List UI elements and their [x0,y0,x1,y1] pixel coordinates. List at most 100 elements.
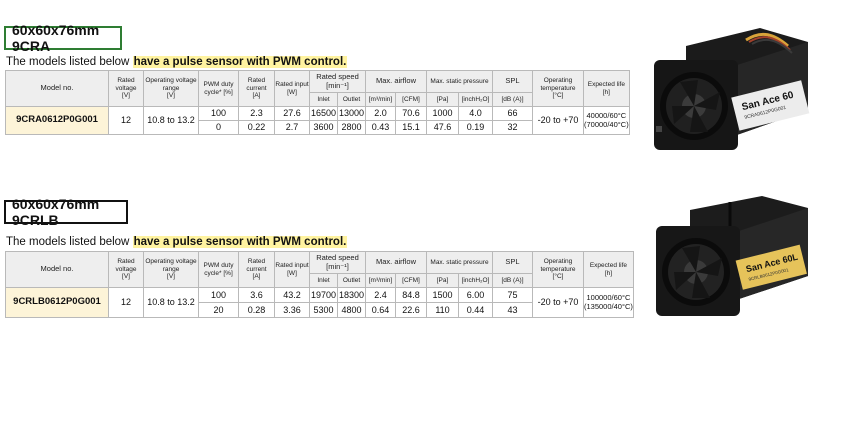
input-value: 2.7 [274,120,310,135]
fan-product-image: San Ace 60 9CRA0612P0G001 [654,28,810,150]
spl-value: 66 [492,106,533,121]
pressure-inh2o-value: 0.19 [458,120,493,135]
airflow-m3-value: 2.4 [365,287,396,303]
current-value: 0.22 [238,120,275,135]
outlet-speed-value: 4800 [337,302,366,318]
spl-value: 75 [492,287,533,303]
operating-voltage-value: 10.8 to 13.2 [143,106,199,135]
pressure-pa-value: 1500 [426,287,459,303]
col-max-static-pressure: Max. static pressure [426,251,493,274]
col-speed-outlet: Outlet [337,92,366,107]
input-value: 27.6 [274,106,310,121]
section-lead: The models listed below have a pulse sen… [6,56,348,68]
col-pwm-duty: PWM duty cycle* [%] [198,251,239,288]
col-airflow-cfm: [CFM] [395,92,427,107]
input-value: 43.2 [274,287,310,303]
col-spl-unit: [dB (A)] [492,92,533,107]
col-speed-inlet: Inlet [309,92,338,107]
col-max-static-pressure: Max. static pressure [426,70,493,93]
section-title: 60x60x76mm 9CRLB [4,196,128,228]
col-pressure-pa: [Pa] [426,92,459,107]
col-rated-input: Rated input [W] [274,251,310,288]
airflow-cfm-value: 70.6 [395,106,427,121]
pwm-value: 0 [198,120,239,135]
pressure-pa-value: 1000 [426,106,459,121]
col-rated-input: Rated input [W] [274,70,310,107]
col-speed-outlet: Outlet [337,273,366,288]
lead-highlight: have a pulse sensor with PWM control. [132,56,348,68]
section-lead: The models listed below have a pulse sen… [6,236,348,248]
table-row: 20 0.28 3.36 5300 4800 0.64 22.6 110 0.4… [6,302,634,318]
airflow-m3-value: 0.43 [365,120,396,135]
current-value: 2.3 [238,106,275,121]
pwm-value: 100 [198,106,239,121]
outlet-speed-value: 2800 [337,120,366,135]
inlet-speed-value: 3600 [309,120,338,135]
model-number: 9CRA0612P0G001 [5,106,109,135]
input-value: 3.36 [274,302,310,318]
airflow-cfm-value: 22.6 [395,302,427,318]
col-max-airflow: Max. airflow [365,251,427,274]
inlet-speed-value: 5300 [309,302,338,318]
col-pressure-inh2o: [inchH₂O] [458,92,493,107]
col-rated-speed: Rated speed [min⁻¹] [309,251,366,274]
col-operating-voltage: Operating voltage range [V] [143,251,199,288]
expected-life-value: 40000/60°C (70000/40°C) [583,106,630,135]
section-title: 60x60x76mm 9CRA [4,22,122,54]
model-number: 9CRLB0612P0G001 [5,287,109,318]
col-airflow-m3: [m³/min] [365,92,396,107]
outlet-speed-value: 18300 [337,287,366,303]
pwm-value: 100 [198,287,239,303]
col-expected-life: Expected life [h] [583,70,630,107]
operating-temp-value: -20 to +70 [532,106,584,135]
inlet-speed-value: 16500 [309,106,338,121]
col-spl: SPL [492,70,533,93]
outlet-speed-value: 13000 [337,106,366,121]
col-max-airflow: Max. airflow [365,70,427,93]
col-rated-current: Rated current [A] [238,251,275,288]
spec-table: Model no. Rated voltage [V] Operating vol… [5,251,634,318]
col-pressure-pa: [Pa] [426,273,459,288]
col-rated-voltage: Rated voltage [V] [108,70,144,107]
lead-highlight: have a pulse sensor with PWM control. [132,236,348,248]
operating-temp-value: -20 to +70 [532,287,584,318]
lead-text: The models listed below [6,236,133,248]
table-row: 9CRA0612P0G001 12 10.8 to 13.2 100 2.3 2… [5,106,630,135]
col-operating-voltage: Operating voltage range [V] [143,70,199,107]
col-speed-inlet: Inlet [309,273,338,288]
col-rated-current: Rated current [A] [238,70,275,107]
col-airflow-cfm: [CFM] [395,273,427,288]
col-spl-unit: [dB (A)] [492,273,533,288]
rated-voltage-value: 12 [108,287,144,318]
current-value: 3.6 [238,287,275,303]
rated-voltage-value: 12 [108,106,144,135]
spl-value: 43 [492,302,533,318]
expected-life-value: 100000/60°C (135000/40°C) [583,287,634,318]
col-spl: SPL [492,251,533,274]
fan-product-image: San Ace 60L 9CRLB0612P0G001 [656,196,808,316]
spec-table: Model no. Rated voltage [V] Operating vol… [5,70,630,135]
operating-voltage-value: 10.8 to 13.2 [143,287,199,318]
col-expected-life: Expected life [h] [583,251,634,288]
spl-value: 32 [492,120,533,135]
airflow-cfm-value: 15.1 [395,120,427,135]
col-model-no: Model no. [5,70,109,107]
col-rated-speed: Rated speed [min⁻¹] [309,70,366,93]
col-model-no: Model no. [5,251,109,288]
col-pressure-inh2o: [inchH₂O] [458,273,493,288]
col-operating-temp: Operating temperature [°C] [532,251,584,288]
airflow-m3-value: 0.64 [365,302,396,318]
lead-text: The models listed below [6,56,133,68]
pressure-pa-value: 47.6 [426,120,459,135]
pressure-inh2o-value: 6.00 [458,287,493,303]
col-pwm-duty: PWM duty cycle* [%] [198,70,239,107]
col-operating-temp: Operating temperature [°C] [532,70,584,107]
pressure-pa-value: 110 [426,302,459,318]
col-rated-voltage: Rated voltage [V] [108,251,144,288]
table-row: 0 0.22 2.7 3600 2800 0.43 15.1 47.6 0.19… [6,120,630,135]
airflow-cfm-value: 84.8 [395,287,427,303]
table-row: 9CRLB0612P0G001 12 10.8 to 13.2 100 3.6 … [5,287,634,318]
pwm-value: 20 [198,302,239,318]
col-airflow-m3: [m³/min] [365,273,396,288]
current-value: 0.28 [238,302,275,318]
